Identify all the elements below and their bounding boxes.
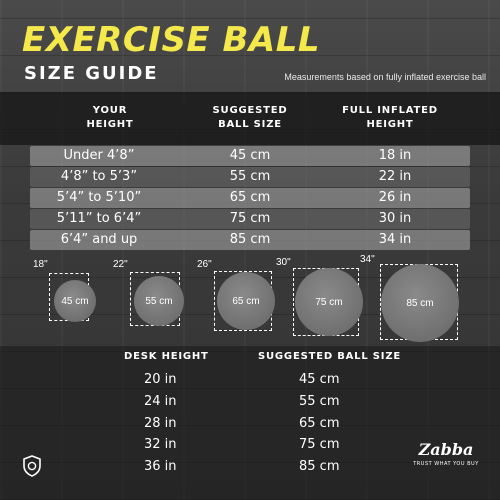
desk-height-cell: 28 in [144,416,177,431]
desk-height-cell: 20 in [144,372,177,387]
ball-size-label: 85 cm [406,297,434,309]
ball-height-label: 34" [360,254,375,265]
desk-height-cell: 24 in [144,394,177,409]
table-cell-inflated-height: 18 in [378,148,412,163]
page-title: EXERCISE BALL [22,20,321,60]
table-cell-height: 4’8” to 5’3” [60,169,138,184]
table-row: 5’11” to 6’4” 75 cm 30 in [30,209,470,229]
table-cell-inflated-height: 22 in [378,169,412,184]
desk-ball-size-cell: 45 cm [299,372,340,387]
ball-height-label: 18" [33,259,48,270]
table-cell-ball-size: 55 cm [229,169,271,184]
brand-logo: Zabba TRUST WHAT YOU BUY [413,440,479,486]
table-cell-inflated-height: 34 in [378,232,412,247]
desk-band [0,346,500,500]
desk-ball-size-cell: 75 cm [299,437,340,452]
ball-size-label: 65 cm [232,295,260,307]
ball-55cm: 55 cm [134,276,184,326]
header-suggested-ball-size: SUGGESTED BALL SIZE [212,105,288,130]
table-cell-ball-size: 75 cm [229,211,271,226]
table-row: 6’4” and up 85 cm 34 in [30,230,470,250]
ball-size-label: 75 cm [315,296,343,308]
desk-ball-size-cell: 55 cm [299,394,340,409]
ball-65cm: 65 cm [217,272,275,330]
ball-height-label: 26" [197,259,212,270]
ball-75cm: 75 cm [295,268,363,336]
ball-size-label: 45 cm [61,295,89,307]
table-cell-ball-size: 85 cm [229,232,271,247]
header-your-height: YOUR HEIGHT [86,105,134,130]
shield-icon [22,455,42,477]
measurement-note: Measurements based on fully inflated exe… [284,72,486,82]
ball-size-label: 55 cm [145,295,173,307]
table-row: 4’8” to 5’3” 55 cm 22 in [30,167,470,187]
table-header-band [0,92,500,145]
table-cell-height: Under 4’8” [63,148,135,163]
brand-name: Zabba [418,440,474,459]
ball-height-label: 30" [276,257,291,268]
desk-ball-size-cell: 85 cm [299,459,340,474]
page-subtitle: SIZE GUIDE [24,63,159,84]
table-row: 5’4” to 5’10” 65 cm 26 in [30,188,470,208]
desk-ball-size-cell: 65 cm [299,416,340,431]
table-cell-ball-size: 45 cm [229,148,271,163]
table-row: Under 4’8” 45 cm 18 in [30,146,470,166]
shield-icon-svg [23,455,41,477]
header-desk-ball-size: SUGGESTED BALL SIZE [258,351,401,362]
table-cell-height: 5’4” to 5’10” [56,190,142,205]
desk-height-cell: 32 in [144,437,177,452]
table-cell-inflated-height: 30 in [378,211,412,226]
header-desk-height: DESK HEIGHT [124,351,209,362]
table-cell-inflated-height: 26 in [378,190,412,205]
ball-85cm: 85 cm [381,264,459,342]
ball-height-label: 22" [113,259,128,270]
ball-45cm: 45 cm [54,280,96,322]
brand-tagline: TRUST WHAT YOU BUY [413,461,479,467]
table-cell-ball-size: 65 cm [229,190,271,205]
table-cell-height: 5’11” to 6’4” [56,211,142,226]
header-full-inflated-height: FULL INFLATED HEIGHT [342,105,438,130]
table-cell-height: 6’4” and up [60,232,138,247]
desk-height-cell: 36 in [144,459,177,474]
